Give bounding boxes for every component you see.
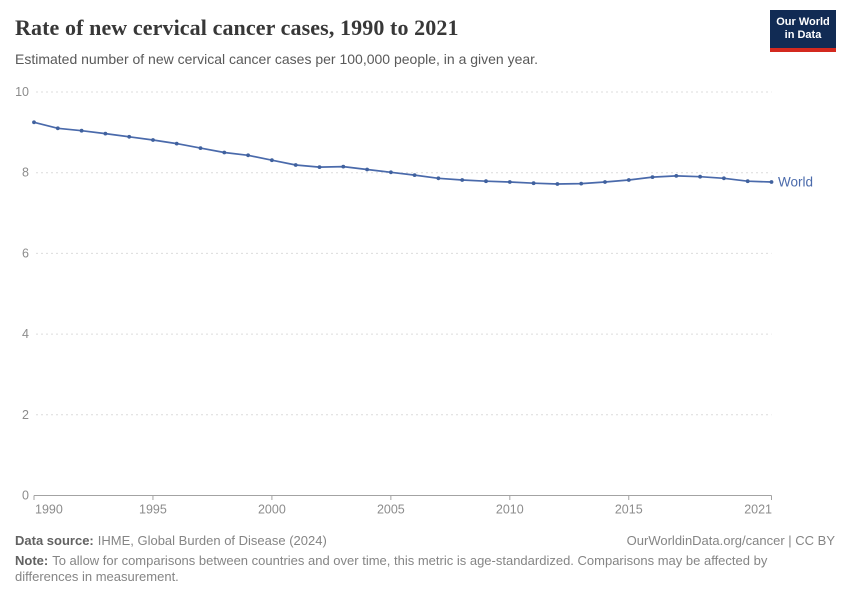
page-title: Rate of new cervical cancer cases, 1990 … [15,15,459,40]
data-point-marker [246,153,251,158]
data-point-marker [698,174,702,179]
data-point-marker [460,178,465,182]
data-point-marker [365,167,369,172]
x-tick-label: 2000 [258,503,286,517]
owid-logo-line2: in Data [784,29,822,41]
x-tick-label: 2010 [496,503,524,517]
note-text: To allow for comparisons between countri… [15,553,768,584]
data-point-marker [222,150,227,155]
y-tick-label: 10 [15,85,29,99]
data-point-marker [341,164,346,169]
data-point-marker [317,165,322,170]
data-point-marker [436,176,441,181]
world-series-line [33,121,773,185]
y-tick-label: 4 [22,327,29,341]
data-point-marker [293,163,298,167]
x-tick-label: 1995 [139,503,167,517]
y-tick-label: 6 [22,246,29,260]
data-point-marker [674,174,679,178]
data-source: Data source: IHME, Global Burden of Disea… [15,533,327,548]
data-point-marker [389,170,393,175]
data-point-marker [127,134,132,139]
footer-note: Note: To allow for comparisons between co… [15,553,787,585]
x-tick-label: 2021 [744,503,772,517]
series-end-label: World [778,174,813,189]
data-source-text: IHME, Global Burden of Disease (2024) [97,533,327,548]
note-label: Note: [15,553,49,568]
data-point-marker [103,131,108,136]
data-point-marker [55,126,60,131]
data-point-marker [745,179,750,184]
data-point-marker [650,175,655,180]
data-point-marker [79,128,84,133]
data-point-marker [270,158,274,163]
y-tick-label: 2 [22,408,29,422]
page-subtitle: Estimated number of new cervical cancer … [15,51,538,67]
data-point-marker [174,141,179,146]
data-point-marker [484,179,488,184]
license-link[interactable]: OurWorldinData.org/cancer | CC BY [626,533,835,548]
data-point-marker [555,182,560,186]
x-tick-label: 2005 [377,503,405,517]
data-point-marker [579,181,584,186]
x-tick-label: 1990 [35,503,63,517]
y-tick-label: 0 [22,489,29,503]
data-point-marker [32,120,36,125]
data-point-marker [626,178,631,182]
data-point-marker [198,146,203,151]
data-point-marker [603,180,607,184]
owid-logo-line1: Our World [776,16,830,28]
data-point-marker [151,138,155,142]
footer-source-row: Data source: IHME, Global Burden of Disea… [15,533,835,548]
data-source-label: Data source: [15,533,94,548]
data-point-marker [507,180,512,184]
owid-logo[interactable]: Our World in Data [770,10,836,52]
x-tick-label: 2015 [615,503,643,517]
y-tick-label: 8 [22,166,29,180]
data-point-marker [722,176,726,181]
data-point-marker [769,180,774,184]
data-point-marker [531,181,536,186]
data-point-marker [412,173,417,178]
